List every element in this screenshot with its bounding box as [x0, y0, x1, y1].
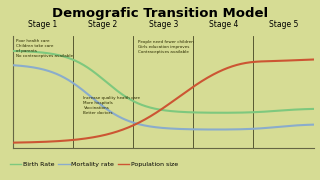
Text: Demografic Transition Model: Demografic Transition Model: [52, 7, 268, 20]
Text: Poor health care
Children take care
of parents
No contraceptives available: Poor health care Children take care of p…: [16, 39, 73, 58]
Text: Stage 2: Stage 2: [88, 20, 118, 29]
Text: Stage 5: Stage 5: [269, 20, 298, 29]
Legend: Birth Rate, Mortality rate, Population size: Birth Rate, Mortality rate, Population s…: [10, 162, 178, 167]
Text: Stage 4: Stage 4: [209, 20, 238, 29]
Text: People need fewer children
Girls education improves
Contraceptives available: People need fewer children Girls educati…: [138, 40, 193, 54]
Text: Increase quality health care
More hospitals
Vaccinations
Better doctors: Increase quality health care More hospit…: [84, 96, 140, 115]
Text: Stage 1: Stage 1: [28, 20, 58, 29]
Text: Stage 3: Stage 3: [148, 20, 178, 29]
